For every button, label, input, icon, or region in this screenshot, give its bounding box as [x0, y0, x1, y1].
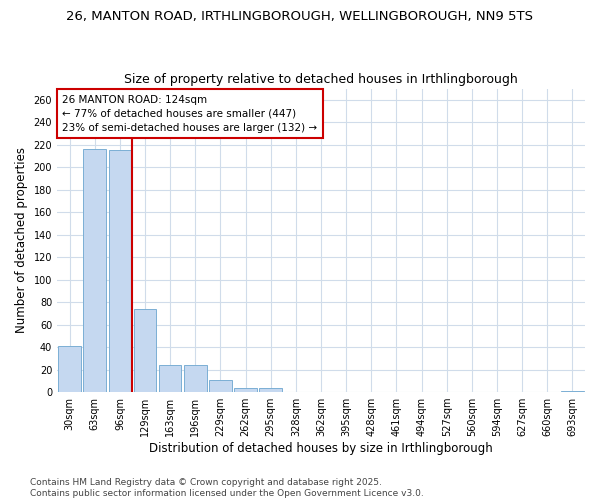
Bar	[209, 380, 232, 392]
Bar	[561, 391, 584, 392]
Title: Size of property relative to detached houses in Irthlingborough: Size of property relative to detached ho…	[124, 73, 518, 86]
Bar	[58, 346, 81, 392]
Bar	[234, 388, 257, 392]
Bar	[259, 388, 282, 392]
Bar	[184, 365, 206, 392]
Text: 26, MANTON ROAD, IRTHLINGBOROUGH, WELLINGBOROUGH, NN9 5TS: 26, MANTON ROAD, IRTHLINGBOROUGH, WELLIN…	[67, 10, 533, 23]
Text: Contains HM Land Registry data © Crown copyright and database right 2025.
Contai: Contains HM Land Registry data © Crown c…	[30, 478, 424, 498]
Y-axis label: Number of detached properties: Number of detached properties	[15, 148, 28, 334]
Bar	[109, 150, 131, 392]
Bar	[134, 309, 157, 392]
Text: 26 MANTON ROAD: 124sqm
← 77% of detached houses are smaller (447)
23% of semi-de: 26 MANTON ROAD: 124sqm ← 77% of detached…	[62, 94, 317, 132]
Bar	[83, 150, 106, 392]
X-axis label: Distribution of detached houses by size in Irthlingborough: Distribution of detached houses by size …	[149, 442, 493, 455]
Bar	[159, 365, 181, 392]
